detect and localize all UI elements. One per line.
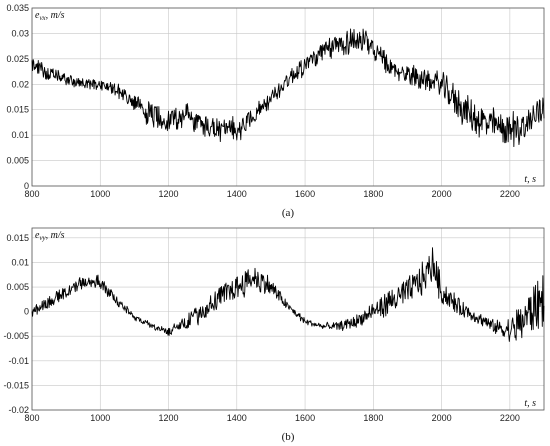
x-tick-label: 1600 [295, 413, 315, 423]
x-axis-label: t, s [524, 398, 536, 409]
y-tick-label: 0.035 [6, 3, 29, 13]
y-tick-label: 0.01 [11, 257, 29, 267]
x-tick-label: 1800 [363, 189, 383, 199]
x-tick-label: 800 [24, 189, 39, 199]
y-axis-label-symbol: e [35, 230, 40, 241]
y-axis-label: evy, m/s [35, 230, 65, 242]
x-tick-label: 2200 [500, 413, 520, 423]
x-tick-label: 1800 [363, 413, 383, 423]
x-tick-label: 1000 [90, 189, 110, 199]
y-tick-label: 0.03 [11, 28, 29, 38]
figure-caption: (b) [282, 431, 295, 443]
y-tick-label: -0.015 [3, 380, 29, 390]
y-tick-label: 0.015 [6, 105, 29, 115]
x-tick-label: 1200 [159, 189, 179, 199]
y-axis-label: evx, m/s [35, 10, 65, 22]
x-tick-label: 1400 [227, 413, 247, 423]
y-axis-label-symbol: e [35, 10, 40, 21]
x-tick-label: 2000 [432, 189, 452, 199]
x-tick-label: 1000 [90, 413, 110, 423]
y-tick-label: 0.02 [11, 79, 29, 89]
y-tick-label: -0.01 [8, 356, 29, 366]
y-tick-label: 0.025 [6, 54, 29, 64]
y-axis-label-subscript: vy [39, 234, 46, 242]
figure-caption: (a) [282, 207, 295, 219]
y-tick-label: 0.005 [6, 282, 29, 292]
x-tick-label: 2000 [432, 413, 452, 423]
y-tick-label: 0.005 [6, 156, 29, 166]
plot-frame [31, 227, 545, 411]
y-tick-label: 0.015 [6, 233, 29, 243]
y-tick-label: 0 [24, 181, 29, 191]
y-tick-label: 0 [24, 307, 29, 317]
x-tick-label: 1600 [295, 189, 315, 199]
x-tick-label: 1200 [159, 413, 179, 423]
x-tick-label: 1400 [227, 189, 247, 199]
plot-frame [31, 7, 545, 187]
y-tick-label: -0.02 [8, 405, 29, 415]
y-axis-label-subscript: vx [39, 14, 46, 22]
y-axis-label-unit: , m/s [46, 10, 65, 21]
x-axis-label: t, s [524, 174, 536, 185]
x-tick-label: 800 [24, 413, 39, 423]
series-line [31, 247, 545, 342]
y-tick-label: 0.01 [11, 130, 29, 140]
chart-panel-b: 800 1000 1200 1400 1600 1800 2000 2200 -0.02 -0.0… [3, 227, 545, 443]
x-tick-label: 2200 [500, 189, 520, 199]
y-axis-label-unit: , m/s [46, 230, 65, 241]
series-line [31, 28, 545, 148]
chart-panel-a: 800 1000 1200 1400 1600 1800 2000 2200 0 0.005 0.0… [6, 3, 545, 219]
y-tick-label: -0.005 [3, 331, 29, 341]
